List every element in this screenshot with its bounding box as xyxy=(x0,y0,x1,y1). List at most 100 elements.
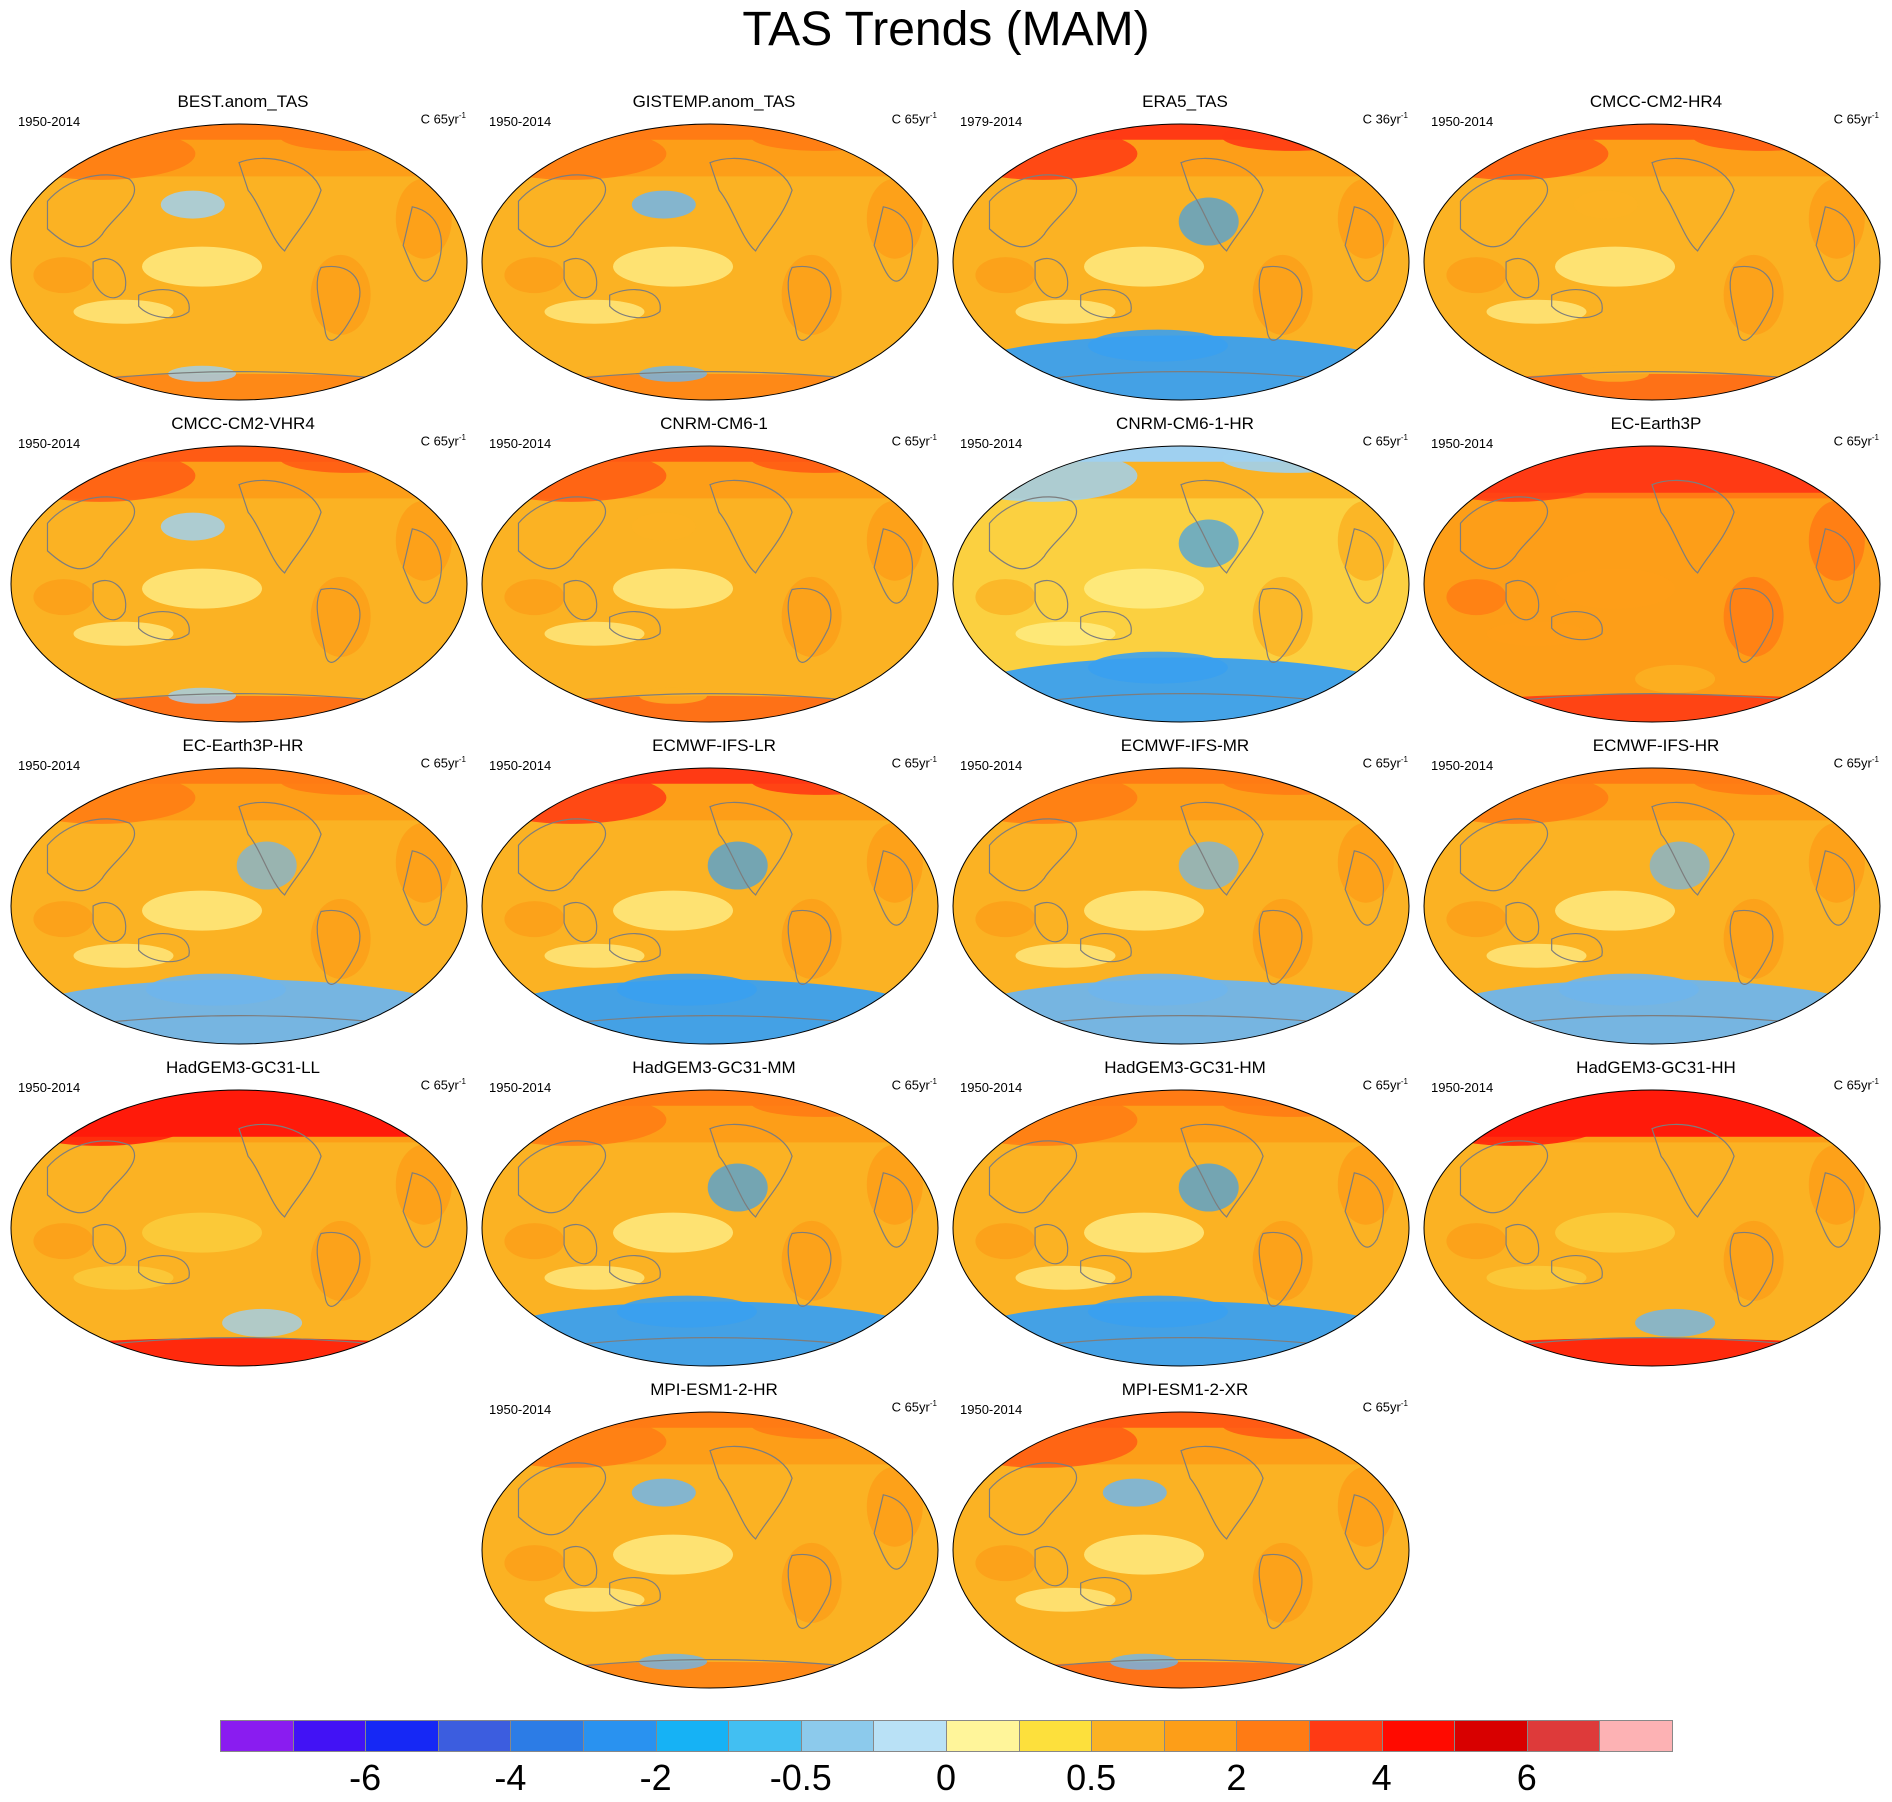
trend-map xyxy=(1423,1089,1881,1367)
panel-period: 1950-2014 xyxy=(960,1080,1023,1095)
figure-title: TAS Trends (MAM) xyxy=(742,3,1150,56)
panel-period: 1950-2014 xyxy=(1431,436,1494,451)
trend-map xyxy=(1423,767,1881,1045)
colorbar-box xyxy=(946,1720,1020,1752)
colorbar-box xyxy=(220,1720,294,1752)
map-panel: GISTEMP.anom_TAS 1950-2014 C 65yr-1 xyxy=(479,92,949,401)
trend-map xyxy=(481,123,939,401)
colorbar-box xyxy=(1163,1720,1238,1752)
trend-map xyxy=(10,123,468,401)
panel-title: ERA5_TAS xyxy=(1142,92,1228,111)
map-panel: ERA5_TAS 1979-2014 C 36yr-1 xyxy=(950,92,1420,401)
colorbar-box xyxy=(873,1720,947,1752)
panel-period: 1950-2014 xyxy=(489,1080,552,1095)
trend-map xyxy=(10,445,468,723)
colorbar-box xyxy=(1454,1720,1528,1752)
map-panel: HadGEM3-GC31-HM 1950-2014 C 65yr-1 xyxy=(950,1058,1420,1367)
map-panel: HadGEM3-GC31-HH 1950-2014 C 65yr-1 xyxy=(1421,1058,1891,1367)
colorbar-tick-label: -0.5 xyxy=(769,1757,832,1798)
panel-units: C 65yr-1 xyxy=(891,111,937,127)
map-panel: CMCC-CM2-HR4 1950-2014 C 65yr-1 xyxy=(1421,92,1891,401)
panel-units: C 65yr-1 xyxy=(891,1399,937,1415)
panel-period: 1950-2014 xyxy=(960,758,1023,773)
map-panel: EC-Earth3P 1950-2014 C 65yr-1 xyxy=(1421,414,1891,723)
map-panel: MPI-ESM1-2-HR 1950-2014 C 65yr-1 xyxy=(479,1380,949,1689)
map-panel: HadGEM3-GC31-MM 1950-2014 C 65yr-1 xyxy=(479,1058,949,1367)
colorbar-tick-label: -2 xyxy=(639,1757,672,1798)
colorbar-box xyxy=(655,1720,730,1752)
panel-title: HadGEM3-GC31-HH xyxy=(1576,1058,1736,1077)
panel-units: C 65yr-1 xyxy=(1362,433,1408,449)
map-panel: ECMWF-IFS-MR 1950-2014 C 65yr-1 xyxy=(950,736,1420,1045)
panel-period: 1979-2014 xyxy=(960,114,1023,129)
panel-period: 1950-2014 xyxy=(960,436,1023,451)
panel-title: CNRM-CM6-1 xyxy=(660,414,768,433)
trend-map xyxy=(952,767,1410,1045)
panel-units: C 65yr-1 xyxy=(1362,755,1408,771)
map-panel: ECMWF-IFS-HR 1950-2014 C 65yr-1 xyxy=(1421,736,1891,1045)
panel-title: HadGEM3-GC31-MM xyxy=(632,1058,796,1077)
panel-title: ECMWF-IFS-HR xyxy=(1592,736,1720,755)
panel-title: EC-Earth3P-HR xyxy=(182,736,304,755)
trend-map xyxy=(10,1089,468,1367)
colorbar-box xyxy=(1599,1720,1673,1752)
map-panel: CMCC-CM2-VHR4 1950-2014 C 65yr-1 xyxy=(8,414,478,723)
panel-units: C 65yr-1 xyxy=(420,1077,466,1093)
colorbar-tick-label: -6 xyxy=(349,1757,382,1798)
trend-map xyxy=(1423,123,1881,401)
trend-map xyxy=(10,767,468,1045)
panel-period: 1950-2014 xyxy=(18,758,81,773)
panel-units: C 65yr-1 xyxy=(1833,111,1879,127)
panel-title: ECMWF-IFS-MR xyxy=(1120,736,1250,755)
panel-period: 1950-2014 xyxy=(1431,758,1494,773)
panel-units: C 65yr-1 xyxy=(1833,433,1879,449)
panel-units: C 65yr-1 xyxy=(420,755,466,771)
panel-title: CMCC-CM2-VHR4 xyxy=(171,414,315,433)
panel-title: HadGEM3-GC31-LL xyxy=(165,1058,320,1077)
panel-units: C 65yr-1 xyxy=(420,433,466,449)
panel-period: 1950-2014 xyxy=(489,436,552,451)
panel-period: 1950-2014 xyxy=(18,114,81,129)
colorbar-box xyxy=(800,1720,875,1752)
panel-title: EC-Earth3P xyxy=(1610,414,1702,433)
panel-title: MPI-ESM1-2-XR xyxy=(1121,1380,1249,1399)
panel-title: BEST.anom_TAS xyxy=(177,92,309,111)
trend-map xyxy=(952,1411,1410,1689)
colorbar xyxy=(220,1720,1673,1752)
trend-map xyxy=(481,767,939,1045)
panel-units: C 65yr-1 xyxy=(891,755,937,771)
panel-units: C 65yr-1 xyxy=(1362,1077,1408,1093)
colorbar-box xyxy=(728,1720,802,1752)
map-panel: CNRM-CM6-1-HR 1950-2014 C 65yr-1 xyxy=(950,414,1420,723)
panel-units: C 65yr-1 xyxy=(1833,1077,1879,1093)
colorbar-tick-label: 2 xyxy=(1226,1757,1247,1798)
map-panel: CNRM-CM6-1 1950-2014 C 65yr-1 xyxy=(479,414,949,723)
colorbar-tick-label: 0.5 xyxy=(1066,1757,1117,1798)
map-panel: ECMWF-IFS-LR 1950-2014 C 65yr-1 xyxy=(479,736,949,1045)
trend-map xyxy=(1423,445,1881,723)
map-panel: BEST.anom_TAS 1950-2014 C 65yr-1 xyxy=(8,92,478,401)
panel-title: ECMWF-IFS-LR xyxy=(652,736,776,755)
map-panel: EC-Earth3P-HR 1950-2014 C 65yr-1 xyxy=(8,736,478,1045)
colorbar-box xyxy=(1526,1720,1601,1752)
panel-period: 1950-2014 xyxy=(1431,114,1494,129)
panel-period: 1950-2014 xyxy=(489,114,552,129)
panel-units: C 65yr-1 xyxy=(891,1077,937,1093)
panel-period: 1950-2014 xyxy=(489,1402,552,1417)
panel-units: C 65yr-1 xyxy=(891,433,937,449)
panel-units: C 65yr-1 xyxy=(1833,755,1879,771)
panel-title: HadGEM3-GC31-HM xyxy=(1104,1058,1266,1077)
panel-period: 1950-2014 xyxy=(489,758,552,773)
trend-map xyxy=(952,123,1410,401)
map-panel: HadGEM3-GC31-LL 1950-2014 C 65yr-1 xyxy=(8,1058,478,1367)
panel-title: CMCC-CM2-HR4 xyxy=(1589,92,1723,111)
colorbar-box xyxy=(1236,1720,1310,1752)
panel-units: C 36yr-1 xyxy=(1362,111,1408,127)
colorbar-tick-label: 0 xyxy=(935,1757,957,1798)
colorbar-tick-label: 4 xyxy=(1371,1757,1392,1798)
colorbar-box xyxy=(1381,1720,1456,1752)
panel-units: C 65yr-1 xyxy=(1362,1399,1408,1415)
panel-title: GISTEMP.anom_TAS xyxy=(632,92,796,111)
panel-title: CNRM-CM6-1-HR xyxy=(1116,414,1254,433)
panel-period: 1950-2014 xyxy=(960,1402,1023,1417)
